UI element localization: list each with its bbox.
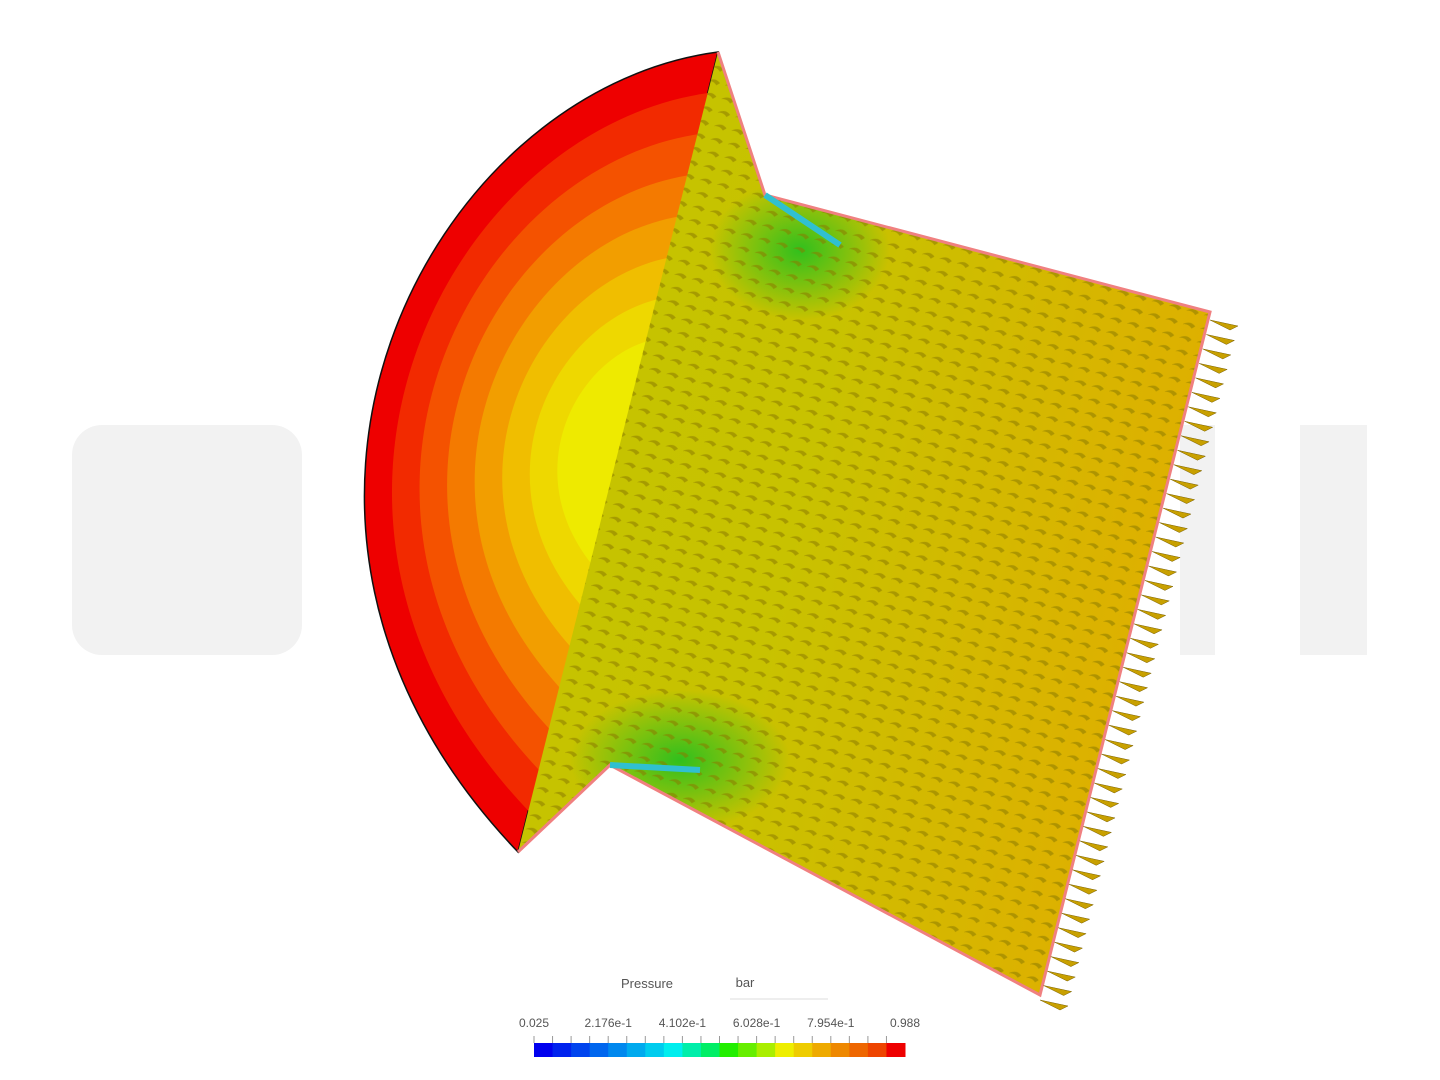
velocity-arrow: [1083, 826, 1113, 837]
colorbar-tick-label: 0.988: [890, 1016, 920, 1030]
velocity-arrow: [1108, 724, 1138, 736]
legend-title: Pressure: [621, 976, 673, 991]
velocity-arrow: [1170, 478, 1199, 490]
velocity-arrow: [1159, 522, 1189, 533]
velocity-arrow: [1202, 348, 1232, 360]
colorbar-segment: [645, 1043, 665, 1057]
velocity-arrow: [1155, 536, 1185, 548]
velocity-arrow: [1195, 377, 1225, 389]
velocity-arrow: [1097, 768, 1127, 779]
velocity-arrow: [1065, 898, 1095, 910]
colorbar-segment: [552, 1043, 572, 1057]
velocity-arrow: [1141, 594, 1171, 606]
velocity-arrow: [1050, 956, 1080, 967]
velocity-arrow: [1199, 363, 1228, 374]
colorbar-segment: [738, 1043, 758, 1057]
colorbar-segment: [719, 1043, 739, 1057]
velocity-arrow: [1047, 970, 1076, 982]
velocity-arrow: [1112, 710, 1142, 721]
colorbar-segment: [626, 1043, 646, 1057]
colorbar-segment: [608, 1043, 628, 1057]
velocity-arrow: [1061, 912, 1091, 924]
watermark: [72, 425, 1367, 655]
velocity-arrow: [1126, 652, 1156, 664]
velocity-arrow: [1180, 435, 1210, 447]
velocity-arrow: [1119, 681, 1149, 692]
velocity-arrow: [1068, 884, 1098, 895]
colorbar-segment: [849, 1043, 869, 1057]
outlet-arrows: [1039, 319, 1239, 1011]
colorbar-segment: [830, 1043, 850, 1057]
colorbar-tick-label: 0.025: [519, 1016, 549, 1030]
colorbar-segment: [682, 1043, 702, 1057]
colorbar-tick-label: 2.176e-1: [585, 1016, 633, 1030]
inlet-disc: [363, 51, 719, 854]
velocity-arrow: [1079, 840, 1109, 852]
velocity-arrow: [1206, 334, 1236, 345]
velocity-arrow: [1173, 464, 1203, 475]
velocity-arrow: [1184, 421, 1214, 432]
velocity-arrow: [1123, 666, 1152, 678]
colorbar-segment: [571, 1043, 591, 1057]
colorbar-segment: [534, 1043, 554, 1057]
velocity-arrow: [1137, 609, 1167, 620]
colorbar-segment: [663, 1043, 683, 1057]
colorbar-tick-label: 4.102e-1: [659, 1016, 707, 1030]
velocity-arrow: [1152, 551, 1181, 562]
velocity-arrow: [1130, 638, 1160, 649]
velocity-arrow: [1057, 927, 1087, 938]
velocity-arrow: [1086, 811, 1116, 823]
colorbar-segment: [886, 1043, 906, 1057]
velocity-arrow: [1039, 999, 1069, 1011]
colorbar-segment: [812, 1043, 832, 1057]
velocity-arrow: [1133, 623, 1163, 635]
velocity-arrow: [1104, 739, 1134, 750]
velocity-arrow: [1209, 319, 1239, 331]
velocity-arrow: [1072, 869, 1102, 881]
velocity-arrow: [1101, 753, 1131, 765]
colorbar-segment: [775, 1043, 795, 1057]
velocity-arrow: [1166, 493, 1196, 504]
velocity-arrow: [1177, 449, 1207, 461]
velocity-arrow: [1144, 580, 1174, 591]
legend: Pressure bar 0.025 2.176e-1 4.102e-1 6.028e…: [519, 975, 920, 1057]
velocity-arrow: [1191, 392, 1221, 403]
velocity-arrow: [1054, 941, 1084, 953]
velocity-arrow: [1148, 565, 1178, 577]
colorbar-segment: [589, 1043, 609, 1057]
colorbar-segment: [793, 1043, 813, 1057]
colorbar-segment: [700, 1043, 720, 1057]
colorbar-tick-label: 6.028e-1: [733, 1016, 781, 1030]
velocity-arrow: [1043, 985, 1073, 996]
velocity-arrow: [1076, 855, 1105, 866]
colorbar-segment: [756, 1043, 776, 1057]
velocity-arrow: [1162, 507, 1192, 519]
velocity-arrow: [1090, 797, 1120, 808]
colorbar-segment: [867, 1043, 887, 1057]
velocity-arrow: [1094, 782, 1124, 794]
legend-unit: bar: [736, 975, 755, 990]
colorbar-tick-label: 7.954e-1: [807, 1016, 855, 1030]
velocity-arrow: [1115, 695, 1145, 707]
velocity-arrow: [1188, 406, 1218, 418]
